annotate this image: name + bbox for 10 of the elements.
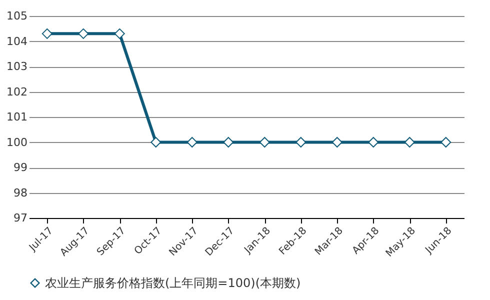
y-tick-label: 97 <box>14 212 28 224</box>
y-tick-label: 105 <box>6 10 28 22</box>
y-tick-label: 103 <box>6 60 28 73</box>
y-tick-label: 104 <box>6 34 28 48</box>
y-tick-label: 100 <box>6 136 28 149</box>
y-tick-label: 99 <box>14 161 28 174</box>
y-tick-label: 102 <box>6 85 28 98</box>
y-tick-label: 101 <box>6 110 28 124</box>
legend-label: 农业生产服务价格指数(上年同期=100)(本期数) <box>45 276 301 290</box>
y-tick-label: 98 <box>14 186 28 200</box>
